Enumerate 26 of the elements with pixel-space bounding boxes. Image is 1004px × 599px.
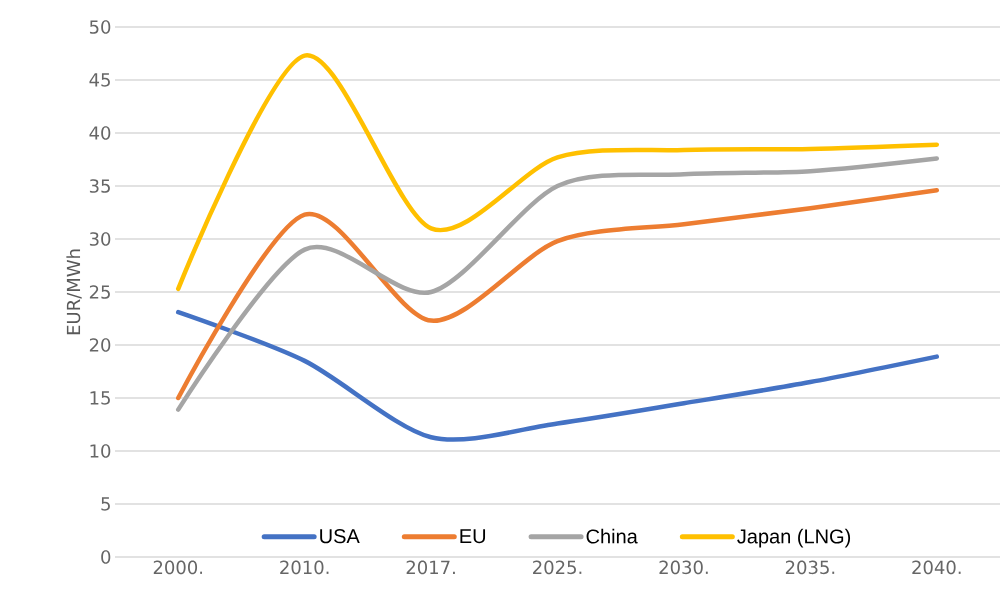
y-tick-label: 15: [90, 391, 110, 405]
x-tick-label: 2000.: [153, 560, 203, 575]
y-tick-label: 45: [89, 73, 110, 87]
x-tick-label: 2010.: [280, 560, 329, 575]
y-tick-label: 30: [89, 232, 111, 246]
y-tick-label: 25: [89, 285, 110, 299]
line-series: [175, 187, 940, 401]
y-tick-label: 35: [89, 179, 110, 193]
y-tick-label: 50: [89, 20, 111, 34]
y-tick-label: 10: [90, 444, 111, 458]
y-tick-label: 0: [101, 550, 111, 564]
legend-label: USA: [320, 529, 360, 544]
y-tick-label: 5: [101, 497, 110, 511]
legend-label: EU: [460, 529, 486, 544]
legend-label: Japan (LNG): [737, 528, 851, 548]
y-tick-label: 40: [89, 126, 111, 140]
y-tick-label: 20: [89, 338, 111, 352]
x-tick-label: 2040.: [912, 560, 961, 575]
x-tick-label: 2030.: [659, 560, 708, 575]
x-tick-label: 2025.: [533, 560, 582, 575]
legend-label: China: [586, 528, 638, 544]
line-series: [175, 156, 940, 412]
x-tick-label: 2035.: [785, 560, 835, 575]
y-axis-title: EUR/MWh: [66, 249, 82, 335]
x-tick-label: 2017.: [406, 560, 455, 575]
line-series: [175, 53, 940, 292]
